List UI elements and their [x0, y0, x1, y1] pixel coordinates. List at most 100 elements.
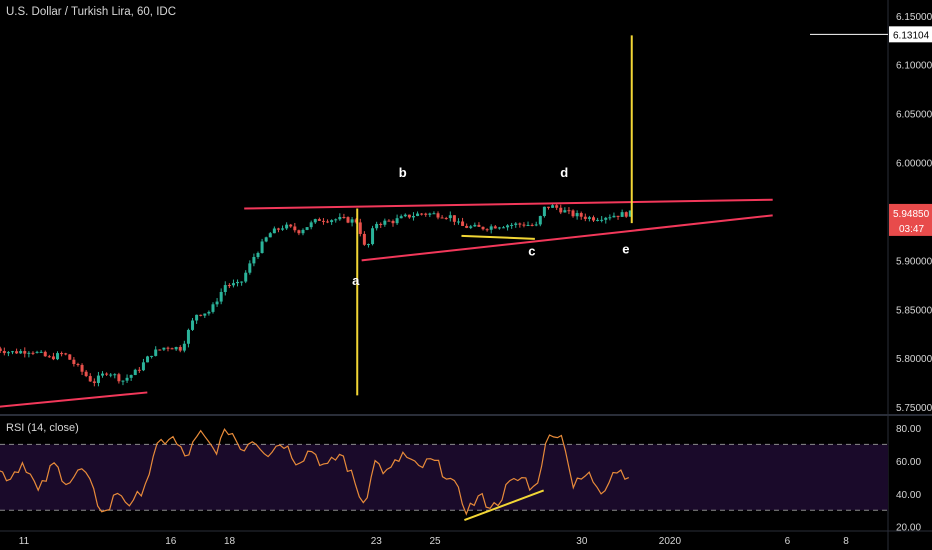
candle-body [260, 241, 264, 253]
candle-body [571, 210, 575, 217]
candle [313, 218, 317, 224]
candle-body [506, 225, 510, 228]
candle [19, 349, 23, 355]
candle-body [170, 348, 174, 350]
candle [137, 367, 141, 373]
candle-body [166, 347, 170, 349]
candle [452, 215, 456, 226]
candle-body [424, 213, 428, 215]
candle-body [121, 380, 125, 382]
candle-body [19, 351, 23, 354]
candle [15, 348, 19, 354]
candle-body [375, 223, 379, 229]
candle-body [416, 213, 420, 216]
candle-body [542, 206, 546, 217]
last-price-tag [889, 203, 932, 236]
candle-body [146, 356, 150, 363]
candle-body [362, 233, 366, 245]
candle-body [546, 206, 550, 208]
candle-body [371, 228, 375, 245]
candle-body [244, 272, 248, 282]
candle [31, 351, 35, 356]
candle-body [272, 228, 276, 234]
candle [129, 374, 133, 381]
candle-body [501, 227, 505, 229]
candle-body [0, 348, 2, 352]
candle [366, 243, 370, 248]
candle-body [587, 217, 591, 219]
candle [559, 204, 563, 215]
candle [84, 369, 88, 378]
candle [260, 238, 264, 254]
candle [403, 213, 407, 218]
candle [481, 226, 485, 231]
candle-body [583, 216, 587, 219]
candle-body [334, 219, 338, 221]
candle [256, 251, 260, 259]
candle [551, 203, 555, 208]
candle [51, 352, 55, 361]
candle [596, 217, 600, 222]
candle-body [563, 210, 567, 213]
last-price-label: 5.94850 [893, 209, 930, 220]
candle-body [432, 213, 436, 215]
candle-body [391, 220, 395, 224]
candle [411, 212, 415, 221]
rsi-divergence-line [464, 489, 545, 522]
price-tick-label: 6.00000 [896, 159, 932, 170]
candle [125, 374, 129, 383]
candle [268, 231, 272, 238]
candle-body [56, 353, 60, 360]
candle [301, 228, 305, 236]
candle-body [113, 374, 117, 376]
candle [297, 229, 301, 236]
candle [43, 350, 47, 357]
candle [542, 206, 546, 218]
candle [60, 351, 64, 357]
triangle-upper-line [244, 198, 773, 210]
candle [203, 313, 207, 318]
candle-body [317, 219, 321, 221]
candle [166, 346, 170, 352]
candle-body [350, 219, 354, 223]
candle [350, 217, 354, 227]
candle [444, 216, 448, 220]
candle [109, 373, 113, 378]
rsi-tick-label: 80.00 [896, 424, 921, 435]
candle [248, 260, 252, 275]
candle-body [534, 224, 538, 226]
candle-body [293, 226, 297, 231]
candle [121, 380, 125, 386]
candle [117, 372, 121, 384]
candle-body [551, 205, 555, 208]
candle-body [600, 219, 604, 221]
candle-body [338, 217, 342, 220]
candle [141, 358, 145, 372]
candle-body [256, 252, 260, 258]
candle-body [68, 354, 72, 360]
candle [575, 210, 579, 220]
time-tick-label: 18 [224, 536, 236, 547]
wave-label-c: c [528, 243, 535, 258]
candle [567, 207, 571, 215]
candle [628, 210, 632, 217]
candle-body [223, 285, 227, 292]
candle-body [461, 221, 465, 226]
candle-body [379, 223, 383, 225]
rsi-tick-label: 20.00 [896, 523, 921, 534]
candle [231, 279, 235, 288]
candle-body [191, 320, 195, 330]
candle [371, 225, 375, 246]
candle [39, 350, 43, 353]
candle-body [526, 224, 530, 226]
candle-body [436, 213, 440, 218]
time-tick-label: 16 [165, 536, 177, 547]
candle [510, 222, 514, 229]
candle-body [448, 215, 452, 219]
price-tick-label: 6.15000 [896, 12, 932, 23]
candle-body [624, 212, 628, 217]
candle [493, 224, 497, 229]
candle [530, 223, 534, 227]
candle [538, 215, 542, 227]
